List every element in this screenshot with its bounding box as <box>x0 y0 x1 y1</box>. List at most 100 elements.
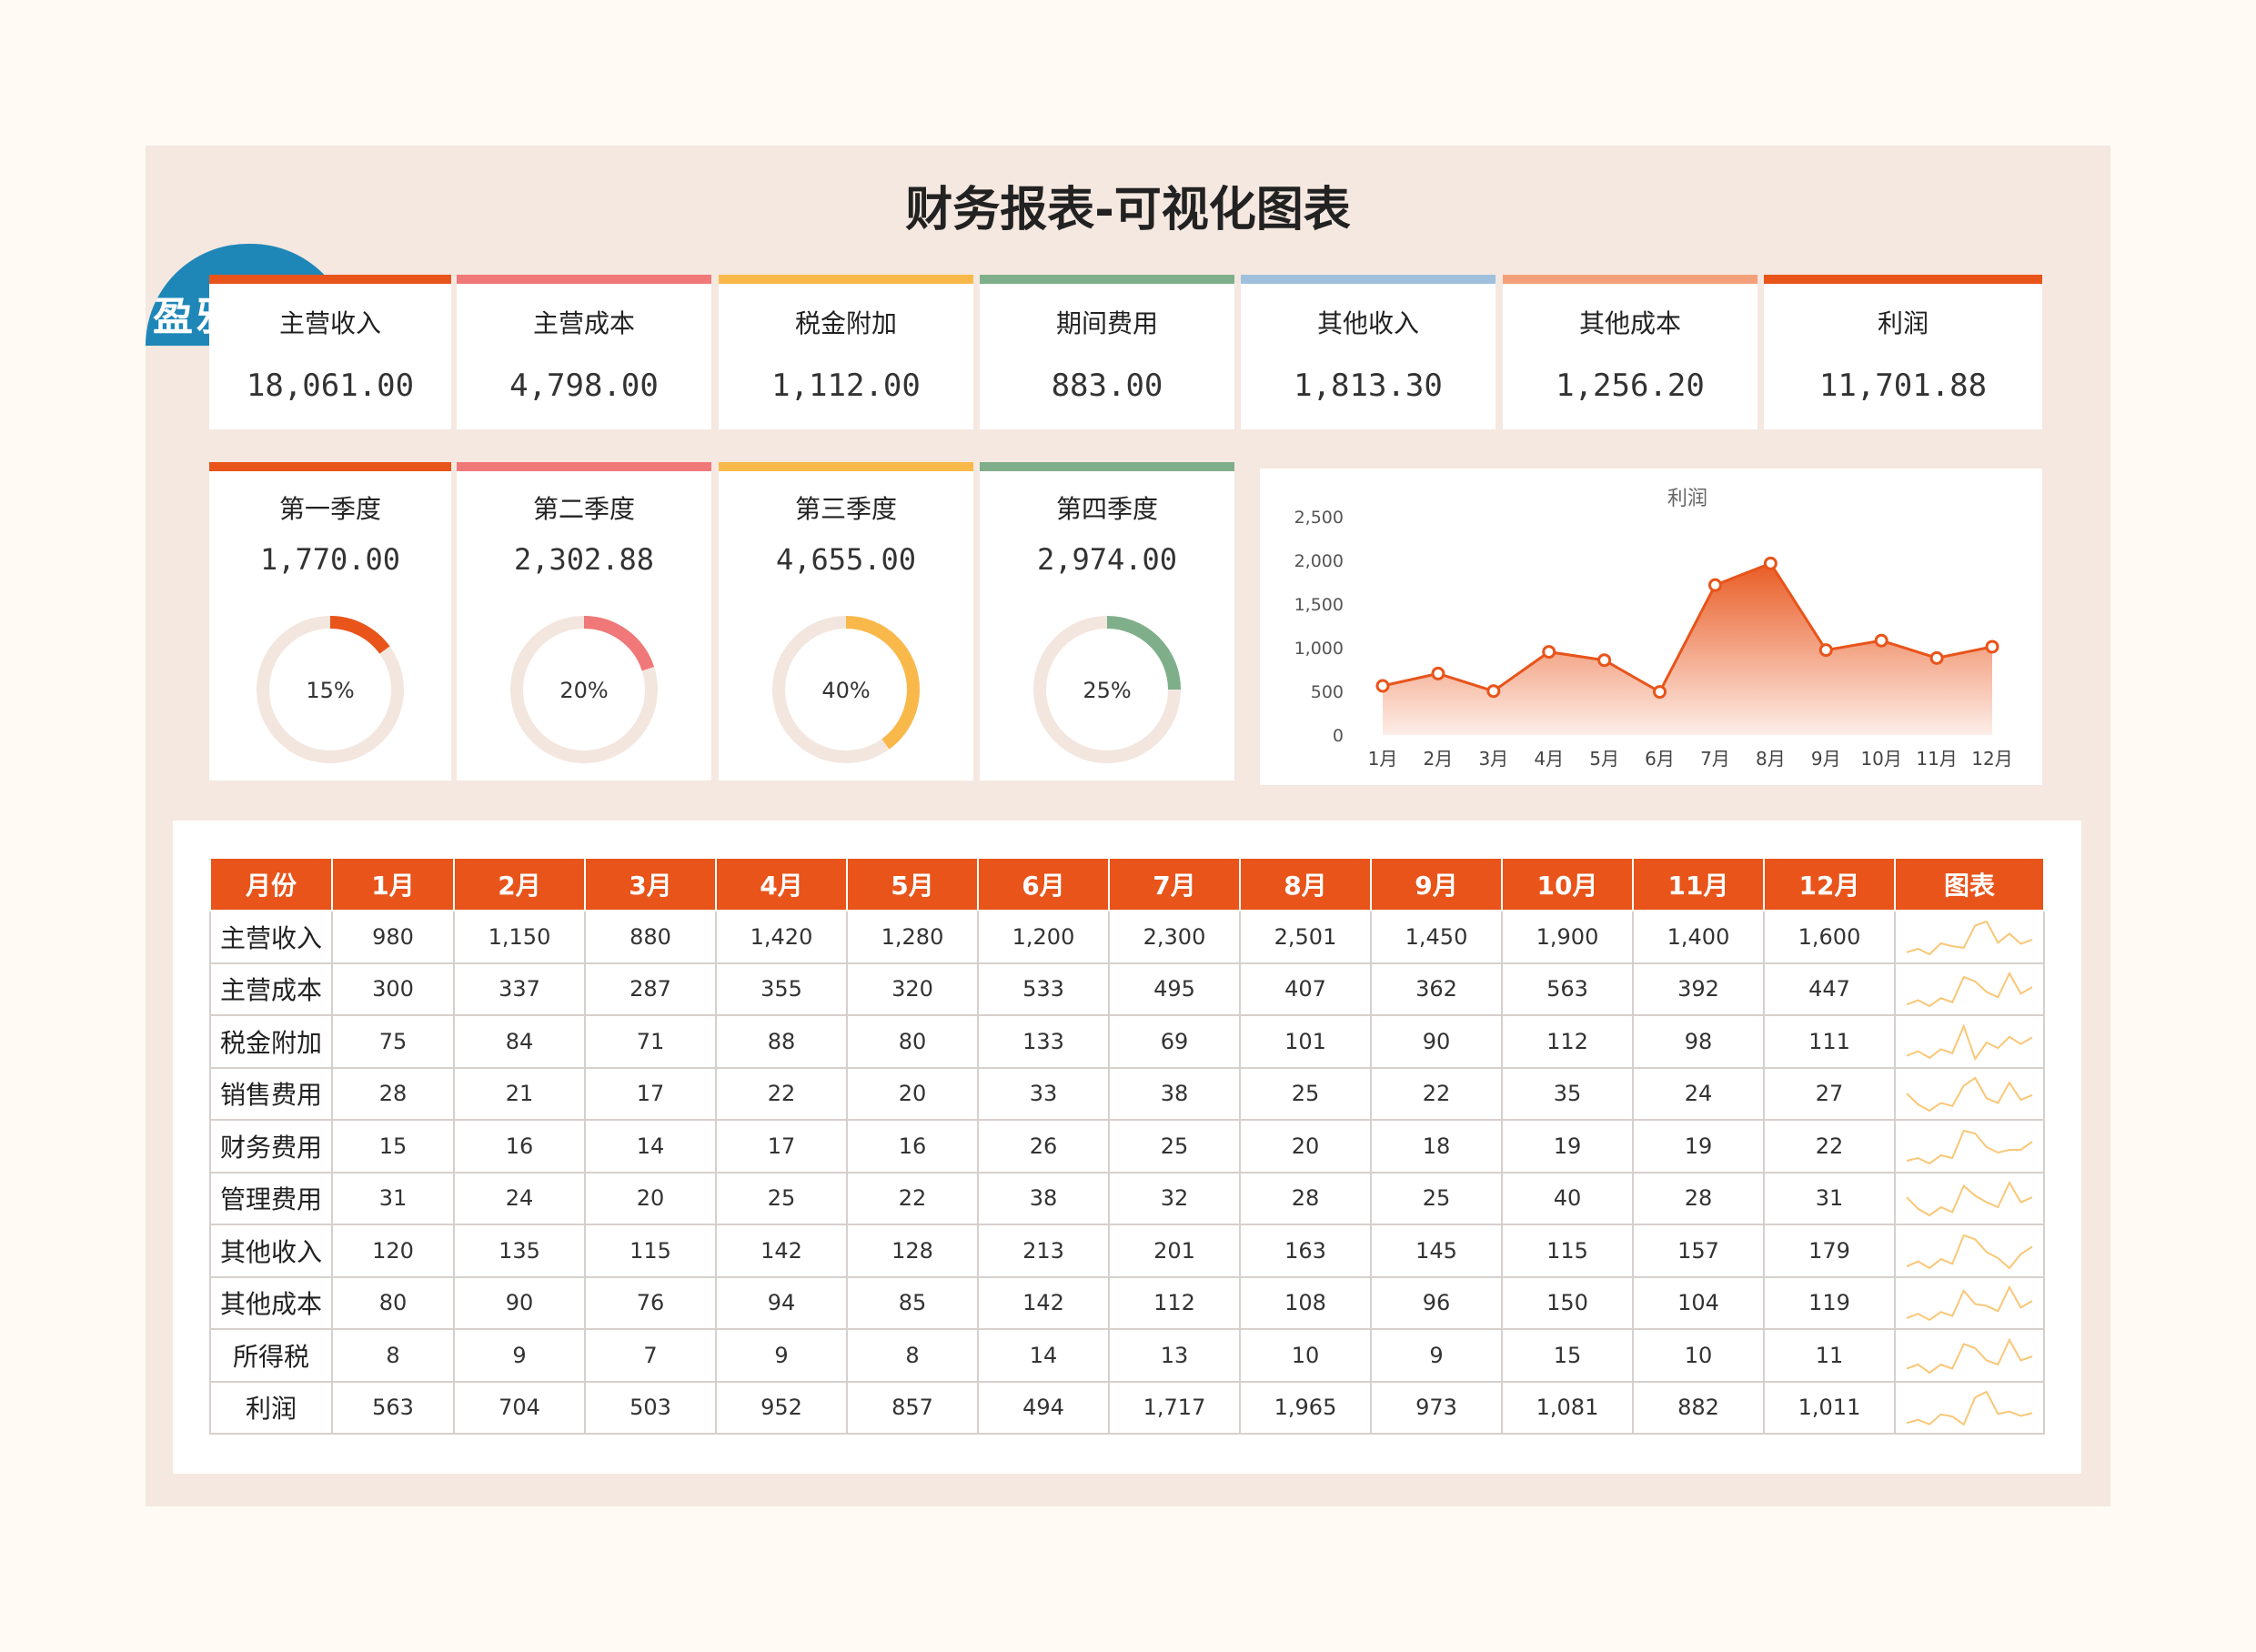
sparkline-line <box>1906 972 2033 1008</box>
table-cell: 15 <box>1501 1328 1634 1383</box>
table-cell: 10 <box>1632 1328 1765 1383</box>
donut-segment <box>1033 616 1181 763</box>
sparkline-line <box>1906 1129 2033 1164</box>
row-label: 利润 <box>209 1380 333 1435</box>
kpi-value: 1,813.30 <box>1294 368 1443 404</box>
table-cell: 1,150 <box>453 910 586 964</box>
table-cell: 1,011 <box>1763 1380 1896 1435</box>
data-point <box>1653 685 1667 700</box>
table-cell: 287 <box>584 962 717 1016</box>
table-row: 销售费用 28 21 17 22 20 33 38 25 22 35 24 27 <box>209 1066 2045 1121</box>
table-cell: 213 <box>977 1224 1110 1278</box>
table-cell: 11 <box>1763 1328 1896 1383</box>
table-cell: 135 <box>453 1224 586 1278</box>
row-label: 销售费用 <box>209 1066 333 1121</box>
table-cell: 90 <box>453 1275 586 1330</box>
table-cell: 112 <box>1501 1014 1634 1069</box>
kpi-label: 期间费用 <box>1055 308 1158 338</box>
sparkline <box>1906 972 2033 1008</box>
sparkline-cell <box>1894 1014 2045 1069</box>
table-cell: 120 <box>331 1224 455 1278</box>
table-cell: 26 <box>977 1119 1110 1174</box>
kpi-label: 其他收入 <box>1316 308 1419 338</box>
x-tick-label: 6月 <box>1645 748 1675 770</box>
kpi-value: 4,798.00 <box>509 368 659 404</box>
table-cell: 31 <box>331 1171 455 1225</box>
column-header: 5月 <box>846 857 979 912</box>
y-tick-label: 1,500 <box>1294 595 1344 615</box>
table-cell: 142 <box>977 1275 1110 1330</box>
x-tick-label: 3月 <box>1478 748 1508 770</box>
column-header: 7月 <box>1108 857 1241 912</box>
sparkline-line <box>1906 1181 2033 1217</box>
table-cell: 101 <box>1239 1014 1372 1069</box>
table-cell: 22 <box>846 1171 979 1225</box>
quarter-label: 第一季度 <box>278 494 381 524</box>
donut-segment <box>772 616 920 763</box>
row-label: 所得税 <box>209 1328 333 1383</box>
sparkline-cell <box>1894 910 2045 964</box>
x-tick-label: 1月 <box>1368 748 1398 770</box>
area-fill <box>1383 563 1992 735</box>
table-cell: 22 <box>1763 1119 1896 1174</box>
table-cell: 20 <box>1239 1119 1372 1174</box>
data-point <box>1763 556 1778 570</box>
column-header: 10月 <box>1501 857 1634 912</box>
kpi-label: 利润 <box>1877 308 1929 338</box>
table-cell: 563 <box>331 1380 455 1435</box>
quarter-value: 2,974.00 <box>1036 542 1178 577</box>
table-cell: 495 <box>1108 962 1241 1016</box>
table-cell: 13 <box>1108 1328 1241 1383</box>
table-cell: 24 <box>1632 1066 1765 1121</box>
kpi-value: 18,061.00 <box>246 368 415 404</box>
table-cell: 150 <box>1501 1275 1634 1330</box>
table-cell: 19 <box>1501 1119 1634 1174</box>
kpi-value: 883.00 <box>1051 368 1163 404</box>
table-cell: 80 <box>331 1275 455 1330</box>
sparkline <box>1906 1181 2033 1217</box>
table-cell: 300 <box>331 962 455 1016</box>
table-cell: 882 <box>1632 1380 1765 1435</box>
quarter-card: 第二季度 2,302.88 20% <box>457 462 711 781</box>
sparkline <box>1906 1022 2033 1061</box>
table-cell: 503 <box>584 1380 717 1435</box>
table-cell: 128 <box>846 1224 979 1278</box>
x-tick-label: 5月 <box>1589 748 1619 770</box>
table-row: 主营成本 300 337 287 355 320 533 495 407 362 563 392 447 <box>209 962 2045 1016</box>
y-tick-label: 2,500 <box>1294 508 1344 528</box>
table-cell: 1,200 <box>977 910 1110 964</box>
y-tick-label: 0 <box>1333 726 1344 746</box>
kpi-label: 主营收入 <box>278 308 381 338</box>
table-cell: 15 <box>331 1119 455 1174</box>
kpi-value: 11,701.88 <box>1818 368 1988 404</box>
data-point <box>1375 679 1390 693</box>
table-cell: 25 <box>1370 1171 1503 1225</box>
kpi-card: 期间费用 883.00 <box>980 275 1234 429</box>
quarter-value: 1,770.00 <box>259 542 401 577</box>
row-label: 财务费用 <box>209 1119 333 1174</box>
table-cell: 142 <box>715 1224 848 1278</box>
table-cell: 108 <box>1239 1275 1372 1330</box>
table-cell: 1,081 <box>1501 1380 1634 1435</box>
table-row: 税金附加 75 84 71 88 80 133 69 101 90 112 98 111 <box>209 1014 2045 1069</box>
table-cell: 25 <box>715 1171 848 1225</box>
quarter-donut: 25% <box>1033 616 1181 763</box>
sparkline-cell <box>1894 1119 2045 1174</box>
sparkline-line <box>1906 1076 2033 1113</box>
table-cell: 25 <box>1108 1119 1241 1174</box>
table-cell: 40 <box>1501 1171 1634 1225</box>
sparkline-line <box>1906 1390 2033 1426</box>
sparkline-line <box>1906 1234 2033 1270</box>
row-label: 其他收入 <box>209 1224 333 1278</box>
kpi-value: 1,112.00 <box>771 368 921 404</box>
table-cell: 163 <box>1239 1224 1372 1278</box>
table-cell: 38 <box>1108 1066 1241 1121</box>
quarter-value: 4,655.00 <box>775 542 917 577</box>
donut-percent-label: 40% <box>821 678 870 703</box>
kpi-card: 主营收入 18,061.00 <box>209 275 451 429</box>
column-header: 2月 <box>453 857 586 912</box>
sparkline <box>1906 1129 2033 1164</box>
table-cell: 76 <box>584 1275 717 1330</box>
sparkline <box>1906 1337 2033 1374</box>
table-cell: 28 <box>331 1066 455 1121</box>
